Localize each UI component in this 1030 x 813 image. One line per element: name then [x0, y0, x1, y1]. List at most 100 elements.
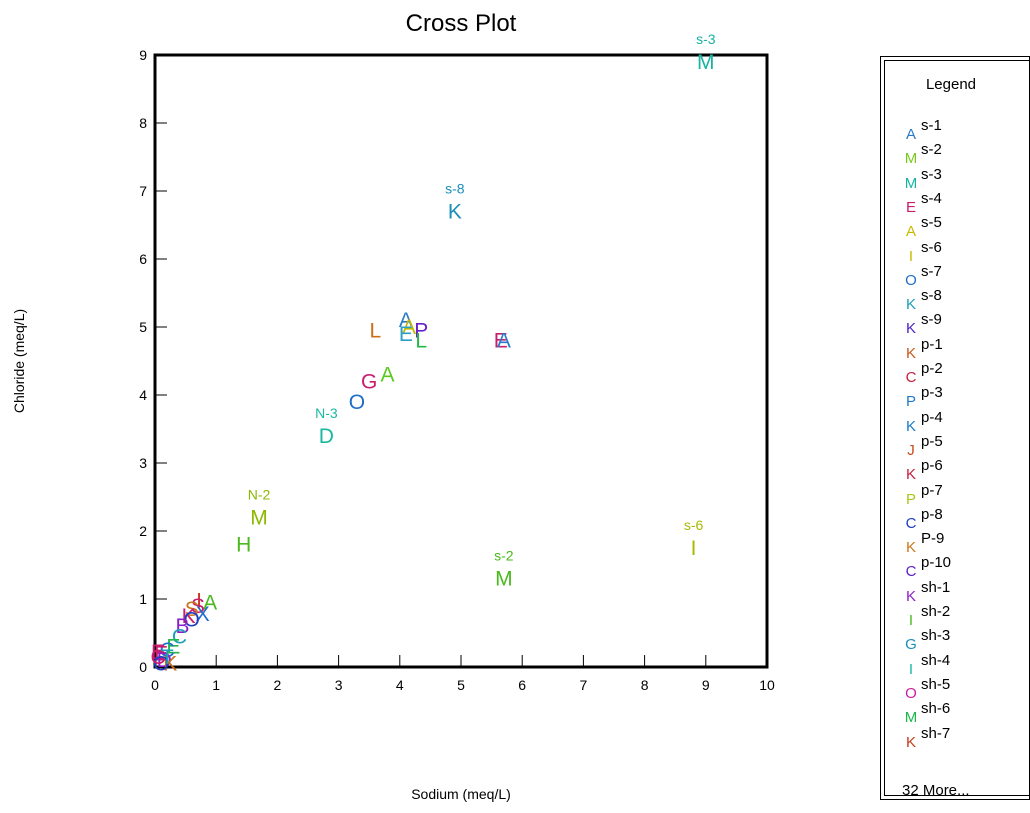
data-point-marker: K: [163, 653, 177, 676]
x-tick-label: 0: [151, 677, 159, 693]
x-axis-label: Sodium (meq/L): [411, 786, 511, 802]
legend-label: sh-4: [921, 651, 951, 669]
data-point-marker: P: [414, 319, 428, 342]
legend-marker: C: [905, 563, 917, 581]
data-point-marker: A: [399, 309, 413, 332]
data-point-marker: O: [349, 391, 365, 414]
chart-title: Cross Plot: [406, 10, 517, 37]
x-axis-ticks: 0 1 2 3 4 5 6 7 8 9 10: [151, 655, 775, 693]
legend-marker: A: [905, 126, 916, 143]
x-tick-label: 7: [580, 677, 588, 693]
data-point-marker: A: [203, 591, 217, 614]
data-point-label: s-2: [494, 548, 514, 564]
data-point-marker: O: [184, 608, 200, 631]
legend-marker: P: [905, 490, 916, 508]
legend-more-link[interactable]: 32 More...: [902, 782, 970, 799]
x-tick-label: 2: [274, 677, 282, 693]
legend-marker: K: [905, 539, 916, 557]
data-point-marker: M: [250, 506, 268, 529]
data-point-label: N-3: [315, 405, 338, 421]
legend-marker: K: [905, 320, 916, 338]
legend-marker: P: [905, 393, 916, 411]
legend-label: sh-7: [921, 724, 951, 742]
legend-marker: K: [905, 344, 916, 362]
data-point-label: s-6: [684, 517, 704, 533]
data-point-marker: E: [151, 641, 165, 664]
y-tick-label: 8: [139, 115, 147, 131]
y-tick-label: 7: [139, 183, 147, 199]
data-point-label: N-2: [248, 486, 271, 502]
y-tick-label: 2: [139, 523, 147, 539]
legend-marker: G: [905, 636, 917, 654]
legend-marker: J: [907, 441, 915, 459]
data-point-marker: C: [160, 639, 175, 662]
legend-marker: I: [908, 660, 914, 678]
data-point-marker: C: [150, 646, 165, 669]
data-point-marker: A: [381, 364, 395, 387]
legend-label: s-7: [921, 262, 942, 280]
legend-marker: K: [905, 417, 916, 435]
data-point-marker: K: [448, 200, 462, 223]
y-tick-label: 4: [139, 387, 147, 403]
data-point-label: s-8: [445, 180, 465, 196]
legend-marker: M: [904, 174, 918, 192]
data-point-marker: L: [369, 319, 381, 342]
legend-label: p-10: [921, 554, 952, 572]
y-axis-ticks: 0 1 2 3 4 5 6 7 8 9: [139, 47, 167, 675]
y-tick-label: 0: [139, 659, 147, 675]
legend-label: p-1: [921, 335, 943, 353]
legend-label: s-5: [921, 214, 942, 232]
x-tick-label: 5: [457, 677, 465, 693]
legend-marker: M: [904, 709, 918, 727]
data-point-marker: D: [319, 425, 334, 448]
legend-marker: O: [905, 684, 917, 702]
legend-label: P-9: [921, 530, 945, 548]
data-point-marker: E: [166, 636, 180, 659]
legend-inner-frame: [884, 60, 1030, 796]
legend-label: s-6: [921, 238, 942, 256]
legend-marker: K: [905, 587, 916, 605]
y-tick-label: 3: [139, 455, 147, 471]
plot-frame: [153, 53, 769, 669]
legend-label: sh-5: [921, 675, 951, 693]
cross-plot-chart: Cross Plot 0 1 2 3 4 5 6 7 8 9 10 0 1 2 3 4 5 6 7 8 9 Sodiu…: [11, 10, 775, 802]
data-point-marker: I: [196, 589, 202, 612]
data-point-marker: H: [236, 534, 251, 557]
data-point-marker: X: [196, 603, 210, 626]
data-point-marker: S: [191, 595, 205, 618]
data-point-marker: T: [161, 646, 174, 669]
data-point-marker: A: [497, 330, 511, 353]
data-point-marker: E: [494, 330, 508, 353]
legend-label: p-8: [921, 505, 943, 523]
data-point-marker: D: [157, 649, 172, 672]
legend-label: s-9: [921, 311, 942, 329]
legend-marker: C: [905, 514, 917, 532]
data-point-marker: S: [185, 598, 199, 621]
data-point-marker: G: [361, 370, 377, 393]
legend-marker: A: [905, 223, 916, 241]
data-point-marker: M: [495, 568, 513, 591]
legend-label: sh-3: [921, 627, 951, 645]
data-point-marker: M: [697, 51, 715, 74]
data-point-marker: C: [172, 625, 187, 648]
legend-label: sh-1: [921, 578, 951, 596]
x-tick-label: 3: [335, 677, 343, 693]
legend-label: s-4: [921, 189, 942, 207]
legend-marker: C: [905, 369, 917, 386]
data-point-label: s-3: [696, 31, 716, 47]
data-point-marker: A: [402, 316, 416, 339]
y-tick-label: 9: [139, 47, 147, 63]
legend-label: s-8: [921, 287, 942, 305]
y-tick-label: 1: [139, 591, 147, 607]
x-tick-label: 4: [396, 677, 404, 693]
data-point-marker: K: [182, 605, 196, 628]
legend-marker: I: [908, 612, 914, 629]
x-tick-label: 1: [212, 677, 220, 693]
y-tick-label: 5: [139, 319, 147, 335]
data-point-marker: L: [415, 330, 427, 353]
data-point-marker: O: [153, 653, 169, 676]
legend-marker: K: [905, 466, 916, 484]
legend-label: sh-6: [921, 700, 951, 718]
